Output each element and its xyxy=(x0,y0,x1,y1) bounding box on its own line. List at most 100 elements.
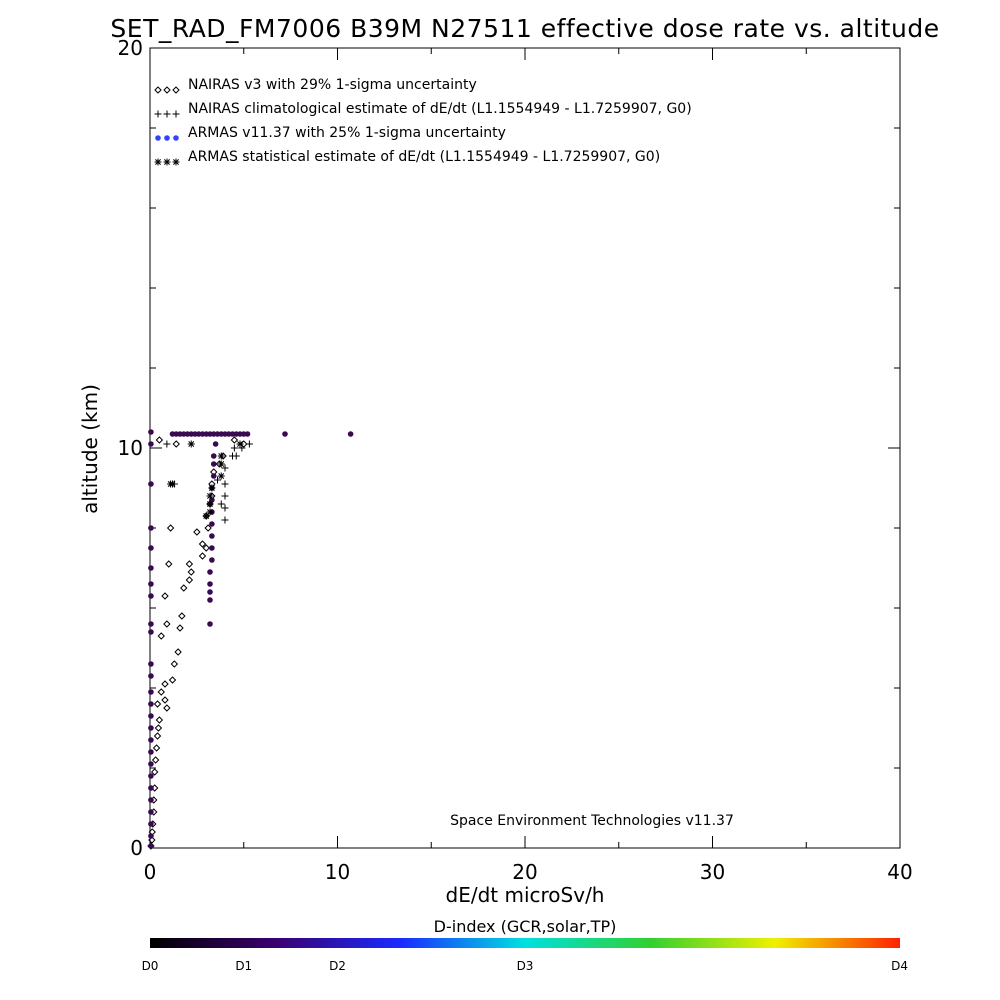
dot-point xyxy=(148,565,154,571)
diamond-point xyxy=(151,756,160,764)
series-1 xyxy=(163,440,253,524)
y-tick-label: 0 xyxy=(130,836,143,860)
diamond-point xyxy=(193,528,201,536)
asterisk-point xyxy=(236,440,244,448)
diamond-point xyxy=(176,624,184,632)
diamond-point xyxy=(150,768,159,776)
asterisk-point xyxy=(217,452,225,460)
diamond-point xyxy=(187,568,195,576)
diamond-point xyxy=(161,696,169,704)
legend-marker-diamond xyxy=(154,86,162,94)
dot-point xyxy=(207,589,213,595)
dot-point xyxy=(148,773,154,779)
legend-entry-label: ARMAS statistical estimate of dE/dt (L1.… xyxy=(188,149,660,165)
plus-point xyxy=(217,500,225,508)
colorbar-labels: D0 D1 D2 D3 D4 xyxy=(142,959,908,973)
diamond-point xyxy=(161,680,169,688)
legend-marker-asterisk xyxy=(163,158,171,166)
diamond-point xyxy=(185,560,194,568)
dot-point xyxy=(209,557,215,563)
x-tick-label: 0 xyxy=(144,860,157,884)
diamond-point xyxy=(161,592,169,600)
dot-point xyxy=(148,593,154,599)
asterisk-point xyxy=(206,492,214,500)
dot-point xyxy=(210,473,217,479)
dot-point xyxy=(148,441,154,447)
asterisk-point xyxy=(202,512,210,520)
dot-point xyxy=(207,621,213,627)
dot-point xyxy=(210,453,217,459)
dot-point xyxy=(209,533,215,539)
dot-point xyxy=(347,431,354,437)
diamond-point xyxy=(198,552,207,560)
dot-point xyxy=(209,521,215,527)
dot-point xyxy=(148,737,154,743)
plot-frame xyxy=(149,47,901,849)
asterisk-point xyxy=(187,440,195,448)
dot-point xyxy=(148,661,154,667)
dot-point xyxy=(148,701,154,707)
colorbar-label: D2 xyxy=(329,959,346,973)
dot-point xyxy=(148,761,154,767)
plus-point xyxy=(221,480,229,488)
diamond-point xyxy=(168,676,177,684)
diamond-point xyxy=(163,620,171,628)
axis-tick-labels: 0 10 20 30 40 0 10 20 xyxy=(118,36,913,884)
dot-point xyxy=(148,621,154,627)
series-0 xyxy=(147,436,248,850)
diamond-point xyxy=(157,632,165,640)
legend-marker-plus xyxy=(163,110,171,118)
dot-point xyxy=(148,713,154,719)
series-3 xyxy=(167,440,244,520)
diamond-point xyxy=(163,704,171,712)
dot-point xyxy=(148,525,154,531)
legend-marker-diamond xyxy=(163,86,171,94)
plot-area xyxy=(149,47,901,849)
colorbar-label: D3 xyxy=(517,959,534,973)
dot-point xyxy=(148,821,154,827)
dot-point xyxy=(148,833,154,839)
legend-entry-label: ARMAS v11.37 with 25% 1-sigma uncertaint… xyxy=(188,125,506,141)
dot-point xyxy=(207,597,213,603)
plus-point xyxy=(221,464,229,472)
diamond-point xyxy=(155,436,164,444)
dot-point xyxy=(148,843,154,849)
dot-point xyxy=(148,785,154,791)
legend-marker-asterisk xyxy=(172,158,180,166)
colorbar-title: D-index (GCR,solar,TP) xyxy=(434,917,617,936)
diamond-point xyxy=(178,612,186,620)
plus-point xyxy=(214,476,221,484)
legend-marker-diamond xyxy=(172,86,180,94)
data-points xyxy=(147,429,354,850)
dot-point xyxy=(212,441,219,447)
dot-point xyxy=(148,809,154,815)
asterisk-point xyxy=(206,500,214,508)
diamond-point xyxy=(155,716,164,724)
diamond-point xyxy=(157,688,165,696)
asterisk-point xyxy=(206,508,214,516)
dot-point xyxy=(244,431,251,437)
asterisk-point xyxy=(169,480,176,488)
legend-marker-dot xyxy=(164,135,170,141)
plus-point xyxy=(245,440,253,448)
diamond-point xyxy=(152,744,161,752)
diamond-point xyxy=(153,732,162,740)
diamond-point xyxy=(154,724,163,732)
colorbar-label: D1 xyxy=(235,959,252,973)
diamond-point xyxy=(153,700,162,708)
colorbar xyxy=(150,938,900,948)
y-tick-label: 20 xyxy=(118,36,143,60)
plus-point xyxy=(221,492,229,500)
legend-marker-plus xyxy=(172,110,180,118)
diamond-point xyxy=(148,836,156,844)
legend-entry-label: NAIRAS climatological estimate of dE/dt … xyxy=(188,101,692,117)
diamond-point xyxy=(165,560,173,568)
dot-point xyxy=(210,461,217,467)
axis-ticks xyxy=(149,47,901,849)
legend-marker-asterisk xyxy=(154,158,162,166)
plus-point xyxy=(163,440,171,448)
x-tick-label: 20 xyxy=(512,860,537,884)
dot-point xyxy=(148,797,154,803)
chart-title: SET_RAD_FM7006 B39M N27511 effective dos… xyxy=(110,14,939,43)
